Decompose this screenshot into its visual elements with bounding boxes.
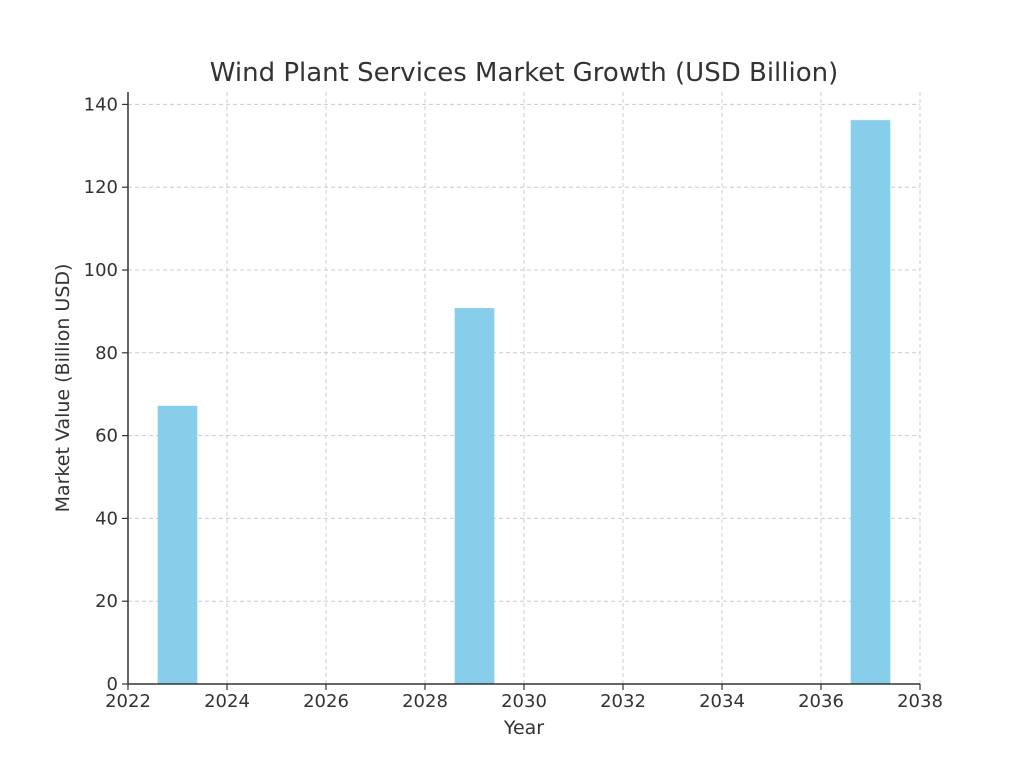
- x-tick-label: 2038: [897, 691, 943, 712]
- y-tick-label: 120: [84, 177, 118, 198]
- x-tick-label: 2026: [303, 691, 349, 712]
- bar: [850, 120, 891, 684]
- x-tick-label: 2034: [699, 691, 745, 712]
- y-tick-label: 60: [95, 426, 118, 447]
- y-tick-label: 100: [84, 260, 118, 281]
- axes: [122, 92, 921, 690]
- y-tick-label: 0: [107, 674, 118, 695]
- y-tick-label: 80: [95, 343, 118, 364]
- x-tick-label: 2024: [204, 691, 250, 712]
- tick-labels: 2022 2024 2026 2028 2030 2032 2034 2036 2038 0 20 4…: [84, 94, 943, 712]
- bar: [454, 308, 495, 684]
- y-tick-label: 140: [84, 94, 118, 115]
- x-tick-label: 2036: [798, 691, 844, 712]
- x-axis-label: Year: [503, 717, 544, 739]
- chart-title: Wind Plant Services Market Growth (USD B…: [210, 58, 839, 88]
- x-tick-label: 2022: [105, 691, 151, 712]
- grid: [127, 92, 921, 685]
- x-tick-label: 2028: [402, 691, 448, 712]
- y-tick-label: 20: [95, 591, 118, 612]
- bars: [157, 120, 891, 684]
- x-tick-label: 2030: [501, 691, 547, 712]
- y-tick-label: 40: [95, 508, 118, 529]
- x-tick-label: 2032: [600, 691, 646, 712]
- y-axis-label: Market Value (Billion USD): [52, 264, 74, 513]
- bar: [157, 405, 198, 684]
